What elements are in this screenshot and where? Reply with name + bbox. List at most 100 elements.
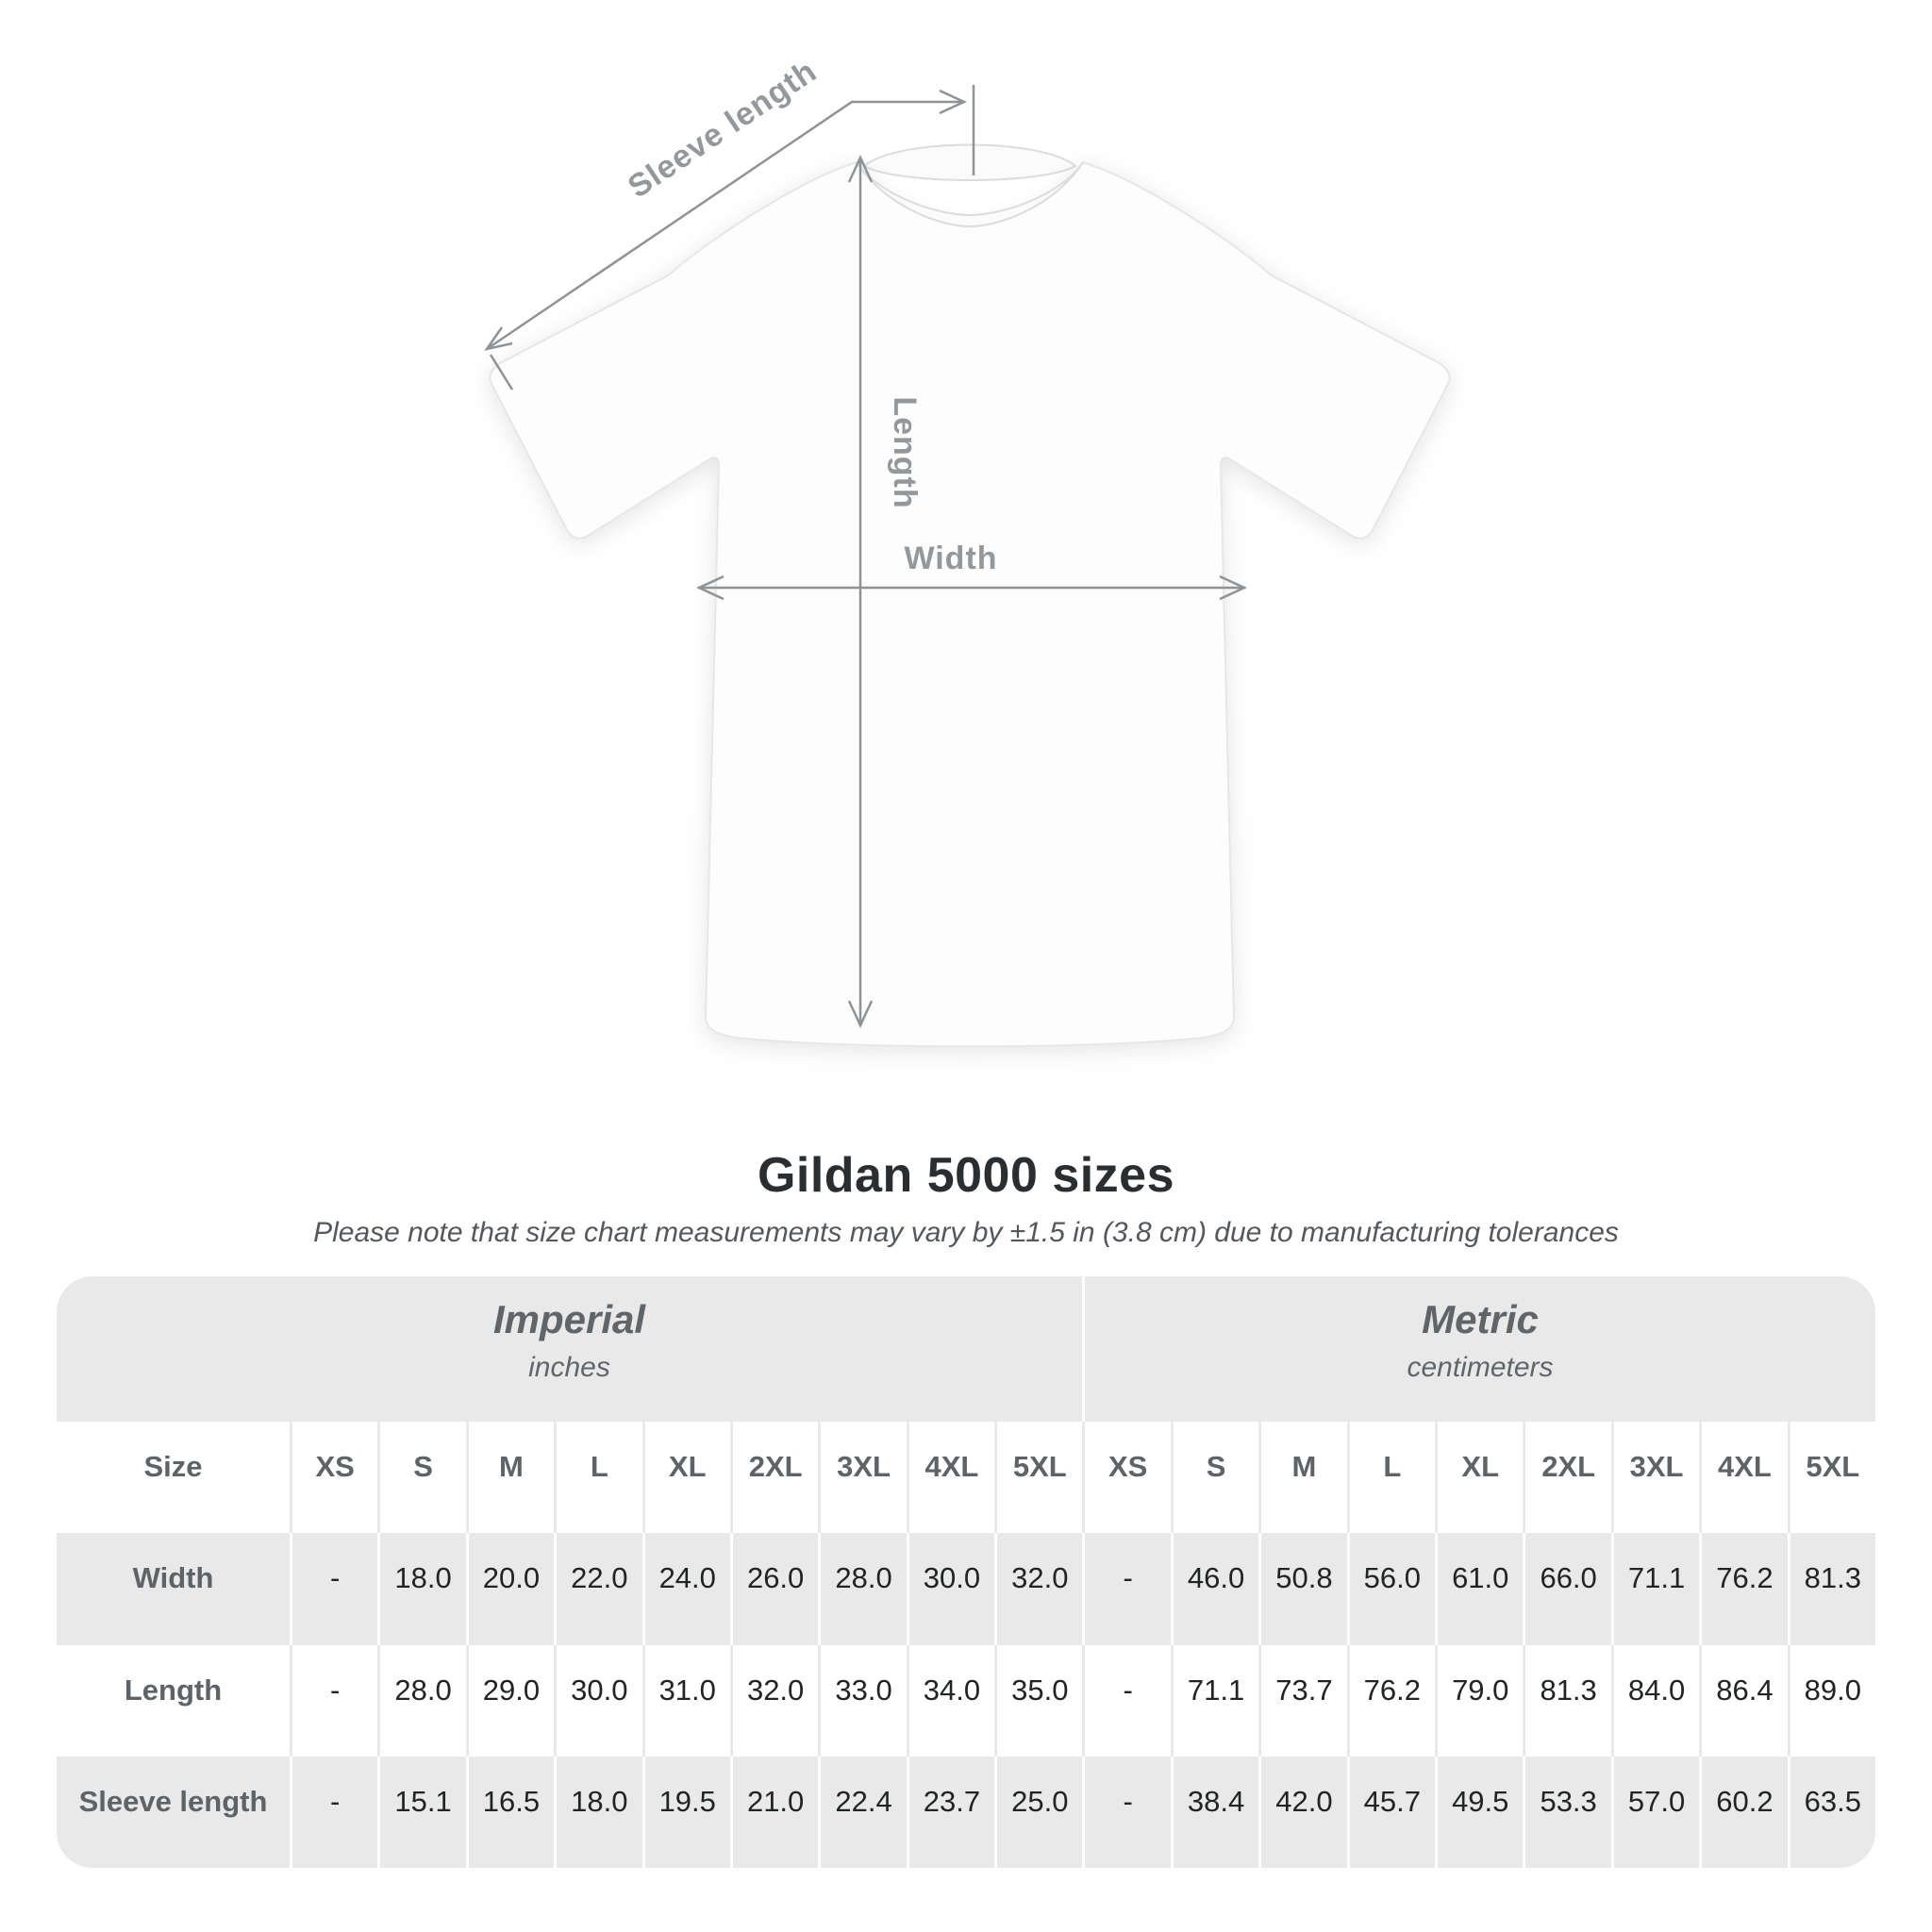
value-cell: 25.0	[994, 1756, 1082, 1868]
size-col-header: S	[1170, 1422, 1258, 1534]
size-col-header: S	[377, 1422, 465, 1534]
value-cell: 23.7	[906, 1756, 994, 1868]
metric-unit: centimeters	[1407, 1352, 1554, 1383]
arrowhead-right	[1219, 575, 1247, 601]
value-cell: 50.8	[1258, 1533, 1346, 1645]
arrowhead-left	[696, 575, 724, 601]
size-col-header: 3XL	[818, 1422, 906, 1534]
imperial-title: Imperial	[492, 1297, 646, 1341]
value-cell: 49.5	[1435, 1756, 1523, 1868]
value-cell: 71.1	[1170, 1644, 1258, 1757]
value-cell: -	[1082, 1756, 1170, 1868]
value-cell: 38.4	[1170, 1756, 1258, 1868]
tshirt-body	[489, 160, 1451, 1048]
value-cell: -	[290, 1533, 377, 1645]
row-label: Sleeve length	[78, 1784, 268, 1818]
value-cell: 30.0	[554, 1644, 641, 1757]
value-cell: 29.0	[465, 1644, 554, 1757]
value-cell: 42.0	[1258, 1756, 1346, 1868]
value-cell: 31.0	[641, 1644, 730, 1757]
tshirt-back-collar	[862, 143, 1077, 181]
value-cell: 26.0	[729, 1533, 818, 1645]
value-cell: 24.0	[641, 1533, 730, 1645]
value-cell: 18.0	[377, 1533, 465, 1645]
value-cell: -	[290, 1756, 377, 1868]
value-cell: 57.0	[1610, 1756, 1699, 1868]
length-label: Length	[887, 396, 923, 508]
width-label: Width	[904, 541, 997, 576]
value-cell: 21.0	[729, 1756, 818, 1868]
value-cell: 35.0	[994, 1644, 1082, 1757]
value-cell: 32.0	[729, 1644, 818, 1757]
size-col-header: 5XL	[1787, 1422, 1875, 1534]
value-cell: 63.5	[1787, 1756, 1875, 1868]
row-label: Length	[124, 1673, 223, 1707]
value-cell: 53.3	[1523, 1756, 1610, 1868]
value-cell: 15.1	[377, 1756, 465, 1868]
value-cell: 60.2	[1699, 1756, 1787, 1868]
size-col-header: XS	[290, 1422, 377, 1534]
page-title: Gildan 5000 sizes	[757, 1148, 1175, 1203]
size-col-header: 5XL	[994, 1422, 1082, 1534]
size-col-header: XL	[641, 1422, 730, 1534]
value-cell: 89.0	[1787, 1644, 1875, 1757]
metric-title: Metric	[1422, 1297, 1539, 1341]
size-header-row: Size XS S M L XL 2XL 3XL 4XL 5XL XS S M …	[57, 1422, 1875, 1534]
arrowhead-sleeve-end	[484, 326, 513, 351]
value-cell: -	[1082, 1644, 1170, 1757]
row-label: Width	[132, 1561, 214, 1595]
table-row-width: Width - 18.0 20.0 22.0 24.0 26.0 28.0 30…	[57, 1533, 1875, 1645]
value-cell: 16.5	[465, 1756, 554, 1868]
size-col-header: M	[465, 1422, 554, 1534]
value-cell: 30.0	[906, 1533, 994, 1645]
value-cell: 71.1	[1610, 1533, 1699, 1645]
value-cell: 46.0	[1170, 1533, 1258, 1645]
size-col-header: 2XL	[1523, 1422, 1610, 1534]
size-col-header: L	[554, 1422, 641, 1534]
value-cell: 86.4	[1699, 1644, 1787, 1757]
value-cell: 20.0	[465, 1533, 554, 1645]
value-cell: 56.0	[1346, 1533, 1435, 1645]
value-cell: 84.0	[1610, 1644, 1699, 1757]
width-measure: Width	[696, 541, 1247, 601]
size-table: Imperial inches Metric centimeters Size …	[57, 1276, 1875, 1868]
metric-header: Metric centimeters	[1082, 1276, 1875, 1422]
size-col-header: L	[1346, 1422, 1435, 1534]
table-row-sleeve-length: Sleeve length - 15.1 16.5 18.0 19.5 21.0…	[57, 1756, 1875, 1868]
value-cell: 79.0	[1435, 1644, 1523, 1757]
value-cell: 73.7	[1258, 1644, 1346, 1757]
value-cell: 81.3	[1787, 1533, 1875, 1645]
length-measure: Length	[847, 155, 923, 1028]
value-cell: 45.7	[1346, 1756, 1435, 1868]
value-cell: 28.0	[818, 1533, 906, 1645]
value-cell: 28.0	[377, 1644, 465, 1757]
size-col-header: XL	[1435, 1422, 1523, 1534]
value-cell: 19.5	[641, 1756, 730, 1868]
value-cell: -	[1082, 1533, 1170, 1645]
value-cell: 81.3	[1523, 1644, 1610, 1757]
value-cell: 61.0	[1435, 1533, 1523, 1645]
size-col-header: 4XL	[1699, 1422, 1787, 1534]
value-cell: 22.4	[818, 1756, 906, 1868]
size-corner-label: Size	[143, 1450, 203, 1483]
imperial-unit: inches	[528, 1352, 610, 1383]
arrowhead-up	[847, 155, 874, 183]
value-cell: 34.0	[906, 1644, 994, 1757]
size-col-header: XS	[1082, 1422, 1170, 1534]
size-col-header: 3XL	[1610, 1422, 1699, 1534]
tshirt-measurement-diagram: Sleeve length Length Width	[484, 53, 1451, 1048]
size-col-header: 4XL	[906, 1422, 994, 1534]
imperial-header: Imperial inches	[57, 1276, 1082, 1422]
tshirt-collar	[856, 161, 1084, 228]
value-cell: 32.0	[994, 1533, 1082, 1645]
size-col-header: 2XL	[729, 1422, 818, 1534]
value-cell: 33.0	[818, 1644, 906, 1757]
value-cell: 18.0	[554, 1756, 641, 1868]
value-cell: 66.0	[1523, 1533, 1610, 1645]
unit-header-row: Imperial inches Metric centimeters	[57, 1276, 1875, 1422]
size-col-header: M	[1258, 1422, 1346, 1534]
value-cell: -	[290, 1644, 377, 1757]
sleeve-edge-tick	[489, 354, 514, 391]
arrowhead-neck	[939, 89, 967, 115]
page-subtitle: Please note that size chart measurements…	[313, 1217, 1619, 1248]
